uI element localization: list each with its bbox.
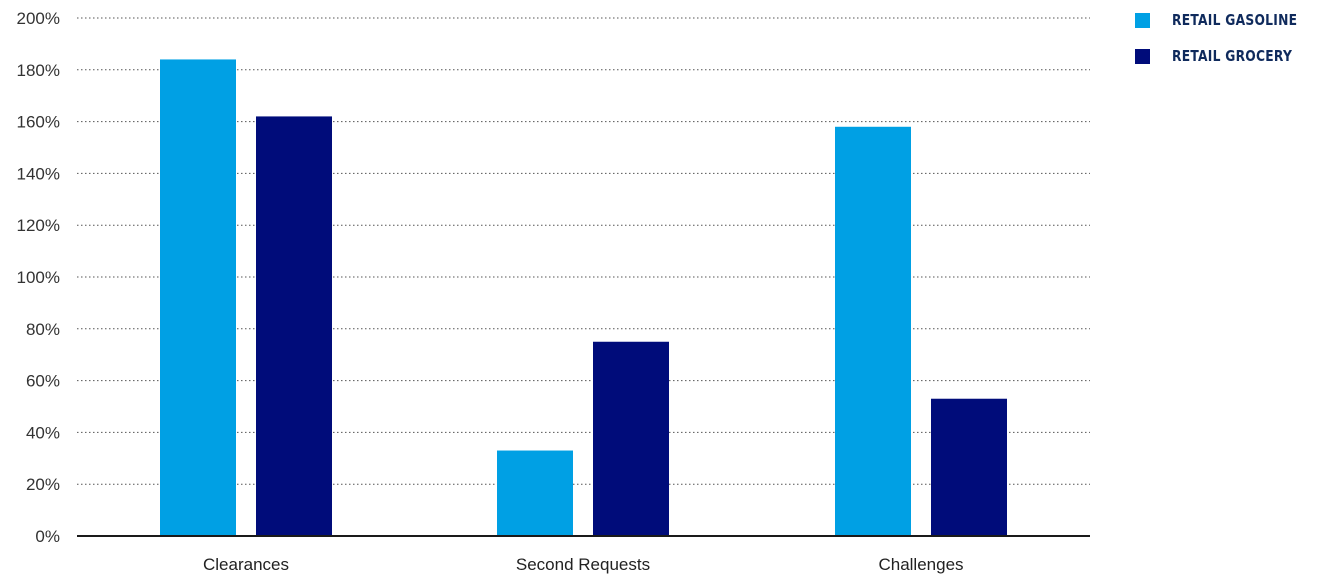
- bar-challenges-retail-grocery: [931, 398, 1007, 536]
- y-tick-label: 120%: [17, 216, 60, 235]
- y-tick-label: 200%: [17, 9, 60, 28]
- x-category-label: Second Requests: [516, 555, 650, 574]
- gridlines: [77, 17, 1090, 485]
- y-tick-label: 0%: [35, 527, 60, 546]
- x-category-label: Clearances: [203, 555, 289, 574]
- bar-second-requests-retail-grocery: [593, 341, 669, 536]
- y-tick-label: 20%: [26, 475, 60, 494]
- y-tick-label: 60%: [26, 372, 60, 391]
- y-tick-label: 100%: [17, 268, 60, 287]
- bar-clearances-retail-gasoline: [160, 59, 236, 536]
- legend: RETAIL GASOLINE RETAIL GROCERY: [1135, 9, 1325, 81]
- bars: [160, 59, 1007, 537]
- legend-label-retail-gasoline: RETAIL GASOLINE: [1172, 11, 1298, 29]
- y-tick-label: 160%: [17, 113, 60, 132]
- x-axis-category-labels: Clearances Second Requests Challenges: [203, 555, 964, 574]
- y-tick-label: 40%: [26, 423, 60, 442]
- legend-swatch-retail-gasoline: [1135, 12, 1150, 28]
- y-tick-label: 80%: [26, 320, 60, 339]
- legend-swatch-retail-grocery: [1135, 48, 1150, 64]
- bar-clearances-retail-grocery: [256, 116, 332, 537]
- bar-second-requests-retail-gasoline: [497, 450, 573, 536]
- legend-label-retail-grocery: RETAIL GROCERY: [1172, 47, 1293, 65]
- legend-item-retail-grocery: RETAIL GROCERY: [1135, 45, 1325, 67]
- y-tick-label: 180%: [17, 61, 60, 80]
- y-axis-tick-labels: 0% 20% 40% 60% 80% 100% 120% 140% 160% 180% 200%: [17, 9, 60, 546]
- bar-challenges-retail-gasoline: [835, 126, 911, 536]
- x-category-label: Challenges: [878, 555, 963, 574]
- y-tick-label: 140%: [17, 164, 60, 183]
- legend-item-retail-gasoline: RETAIL GASOLINE: [1135, 9, 1325, 31]
